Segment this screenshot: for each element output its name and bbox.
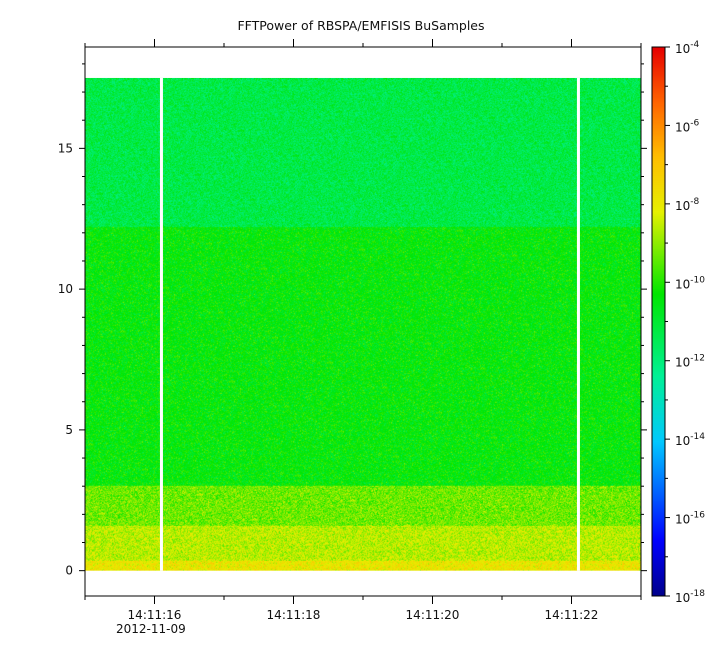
colorbar-tick-label: 10-18 xyxy=(675,589,705,605)
y-tick-label: 0 xyxy=(65,564,73,578)
data-gap-line xyxy=(576,77,580,571)
colorbar-tick-label: 10-10 xyxy=(675,275,705,291)
y-tick-label: 10 xyxy=(58,282,73,296)
chart-title: FFTPower of RBSPA/EMFISIS BuSamples xyxy=(237,18,484,33)
x-tick-label: 14:11:20 xyxy=(406,608,460,622)
colorbar-tick-exponent: -6 xyxy=(690,118,699,128)
colorbar-tick-label: 10-8 xyxy=(675,197,700,213)
colorbar-axis: 10-4 10-6 10-8 10-10 10-12 10-14 10-16 10-18 xyxy=(665,40,705,605)
colorbar-tick-label: 10-14 xyxy=(675,432,705,448)
colorbar-tick-label: 10-6 xyxy=(675,118,700,134)
colorbar-tick-exponent: -16 xyxy=(690,511,705,521)
colorbar-tick-exponent: -14 xyxy=(690,432,705,442)
colorbar-tick-label: 10-12 xyxy=(675,354,705,370)
colorbar-gradient xyxy=(652,47,665,596)
colorbar-tick-exponent: -12 xyxy=(690,354,705,364)
x-tick-label: 14:11:16 xyxy=(128,608,182,622)
colorbar-tick-label: 10-16 xyxy=(675,511,705,527)
colorbar-tick-label: 10-4 xyxy=(675,40,700,56)
y-tick-label: 15 xyxy=(58,141,73,155)
x-tick-label: 14:11:22 xyxy=(545,608,599,622)
spectrogram-heatmap xyxy=(85,77,641,571)
x-axis: 14:11:16 14:11:18 14:11:20 14:11:22 xyxy=(84,39,642,622)
x-axis-date-label: 2012-11-09 xyxy=(116,622,186,636)
colorbar-tick-exponent: -4 xyxy=(690,40,699,50)
y-tick-label: 5 xyxy=(65,423,73,437)
colorbar-tick-exponent: -18 xyxy=(690,589,705,599)
colorbar-tick-exponent: -8 xyxy=(690,197,699,207)
y-axis: 0 5 10 15 xyxy=(58,63,647,578)
data-gaps xyxy=(159,77,580,571)
data-gap-line xyxy=(159,77,163,571)
colorbar-tick-exponent: -10 xyxy=(690,275,705,285)
x-tick-label: 14:11:18 xyxy=(267,608,321,622)
